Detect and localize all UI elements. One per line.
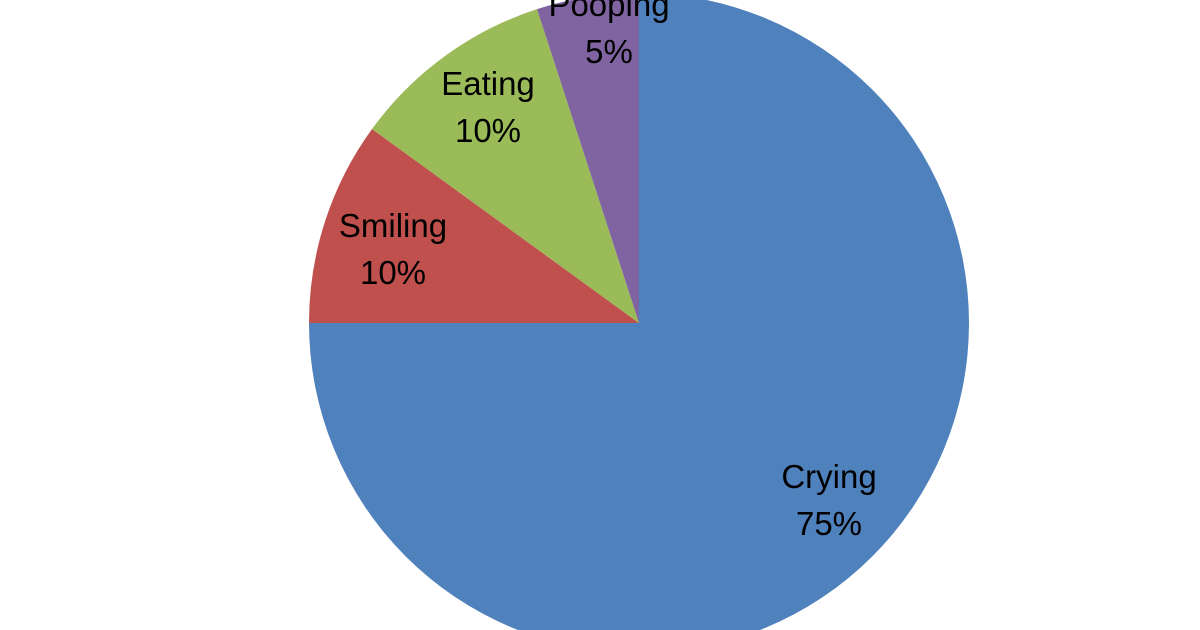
data-label-smiling: Smiling 10% [339, 207, 447, 291]
data-label-pooping: Pooping 5% [548, 0, 669, 70]
pie-data-labels: Crying 75% Smiling 10% Eating 10% Pooping 5% [339, 0, 877, 542]
data-label-percent: 5% [585, 33, 633, 70]
pie-slice-crying [309, 0, 969, 630]
pie-slice-pooping [537, 0, 639, 323]
pie-slices [309, 0, 969, 630]
data-label-category: Eating [441, 65, 535, 102]
data-label-category: Smiling [339, 207, 447, 244]
pie-slice-eating [372, 9, 639, 324]
data-label-percent: 75% [796, 505, 862, 542]
data-label-category: Pooping [548, 0, 669, 23]
data-label-crying: Crying 75% [781, 458, 876, 542]
data-label-percent: 10% [455, 112, 521, 149]
data-label-eating: Eating 10% [441, 65, 535, 149]
data-label-category: Crying [781, 458, 876, 495]
data-label-percent: 10% [360, 254, 426, 291]
pie-slice-smiling [309, 129, 639, 323]
